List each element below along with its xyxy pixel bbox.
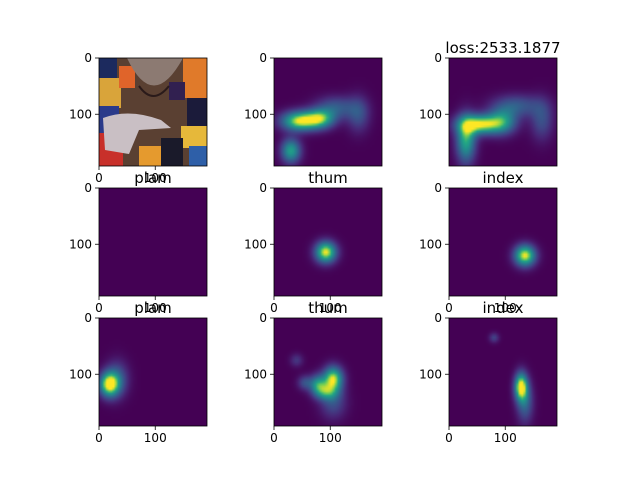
axes-frame bbox=[448, 187, 558, 297]
heatmap-image bbox=[99, 188, 207, 296]
y-tick-label: 0 bbox=[434, 311, 442, 325]
photo-necklace bbox=[138, 85, 170, 97]
y-tick-label: 100 bbox=[244, 107, 267, 121]
subplot-title: index bbox=[482, 299, 523, 317]
subplot-3-2: thum 0 100 0 100 bbox=[244, 299, 383, 445]
subplot-title: loss:2533.1877 bbox=[445, 39, 560, 57]
x-tick-label: 100 bbox=[494, 431, 517, 445]
axes-frame bbox=[273, 317, 383, 427]
subplot-title: index bbox=[482, 169, 523, 187]
subplot-1-1: 0 100 0 100 bbox=[69, 51, 208, 185]
x-tick-label: 0 bbox=[95, 171, 103, 185]
x-tick-label: 0 bbox=[95, 301, 103, 315]
subplot-3-3: index 0 100 0 100 bbox=[419, 299, 558, 445]
subplot-2-1: plam 0 100 0 100 bbox=[69, 169, 208, 315]
subplot-2-2: thum 0 100 0 100 bbox=[244, 169, 383, 315]
axes-frame bbox=[448, 57, 558, 167]
y-tick-label: 0 bbox=[84, 181, 92, 195]
heatmap-image bbox=[274, 58, 382, 166]
photo-patch bbox=[99, 78, 121, 108]
photo-patch bbox=[161, 138, 183, 166]
heatmap-image bbox=[99, 318, 207, 426]
x-tick-label: 100 bbox=[319, 431, 342, 445]
axes-frame bbox=[448, 317, 558, 427]
photo-hand bbox=[103, 113, 171, 154]
photo-patch bbox=[187, 98, 207, 128]
y-tick-label: 100 bbox=[69, 237, 92, 251]
axes-frame bbox=[98, 57, 208, 167]
x-tick-label: 0 bbox=[270, 301, 278, 315]
y-tick-label: 0 bbox=[84, 51, 92, 65]
subplot-2-3: index 0 100 0 100 bbox=[419, 169, 558, 315]
subplot-title: thum bbox=[308, 299, 348, 317]
y-tick-label: 0 bbox=[259, 181, 267, 195]
y-tick-label: 0 bbox=[434, 181, 442, 195]
heatmap-image bbox=[449, 318, 557, 426]
y-tick-label: 100 bbox=[419, 237, 442, 251]
y-tick-label: 0 bbox=[84, 311, 92, 325]
axes-frame bbox=[273, 57, 383, 167]
photo-neck bbox=[127, 58, 183, 86]
subplot-1-2: 0 100 bbox=[244, 51, 383, 167]
y-tick-label: 100 bbox=[244, 237, 267, 251]
y-tick-label: 100 bbox=[419, 367, 442, 381]
x-tick-label: 100 bbox=[494, 301, 517, 315]
heatmap-image bbox=[274, 188, 382, 296]
x-tick-label: 0 bbox=[445, 301, 453, 315]
photo-patch bbox=[181, 126, 207, 148]
x-tick-label: 100 bbox=[319, 301, 342, 315]
y-tick-label: 100 bbox=[69, 367, 92, 381]
photo-patch bbox=[183, 58, 207, 98]
x-tick-label: 100 bbox=[144, 171, 167, 185]
axes-frame bbox=[98, 317, 208, 427]
subplot-3-1: plam 0 100 0 100 bbox=[69, 299, 208, 445]
x-tick-label: 0 bbox=[270, 431, 278, 445]
y-tick-label: 100 bbox=[69, 107, 92, 121]
subplot-title: plam bbox=[134, 169, 172, 187]
y-tick-label: 100 bbox=[419, 107, 442, 121]
input-photo bbox=[99, 58, 207, 166]
heatmap-image bbox=[449, 58, 557, 166]
heatmap-image bbox=[449, 188, 557, 296]
axes-frame bbox=[273, 187, 383, 297]
photo-patch bbox=[189, 146, 207, 166]
x-tick-label: 0 bbox=[445, 431, 453, 445]
y-tick-label: 0 bbox=[259, 311, 267, 325]
x-tick-label: 0 bbox=[95, 431, 103, 445]
y-tick-label: 100 bbox=[244, 367, 267, 381]
subplot-title: thum bbox=[308, 169, 348, 187]
x-tick-label: 100 bbox=[144, 301, 167, 315]
y-tick-label: 0 bbox=[434, 51, 442, 65]
x-tick-label: 100 bbox=[144, 431, 167, 445]
axes-frame bbox=[98, 187, 208, 297]
subplot-title: plam bbox=[134, 299, 172, 317]
photo-patch bbox=[119, 66, 135, 88]
y-tick-label: 0 bbox=[259, 51, 267, 65]
heatmap-image bbox=[274, 318, 382, 426]
photo-patch bbox=[169, 82, 185, 100]
